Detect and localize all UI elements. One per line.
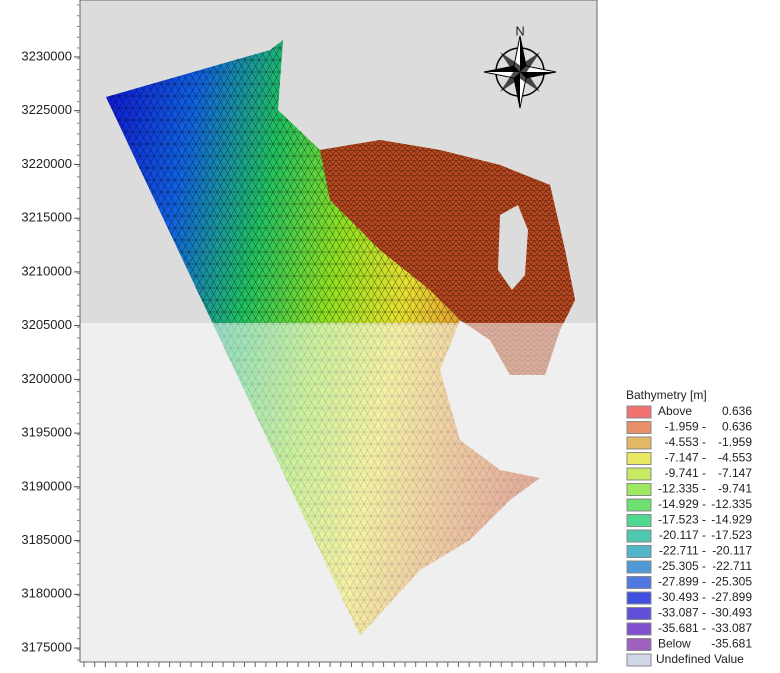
- y-tick-label: 3210000: [21, 263, 72, 278]
- legend-swatch: [627, 577, 651, 589]
- legend-label: -17.523 -: [658, 513, 706, 527]
- legend-label: -22.711 -: [659, 544, 706, 558]
- legend-label: -1.959 -: [665, 420, 706, 434]
- y-tick-label: 3185000: [21, 532, 72, 547]
- legend-label: -25.305 -: [658, 559, 706, 573]
- legend-swatch: [627, 515, 651, 527]
- legend-range: -4.553: [718, 451, 752, 465]
- legend-label: -9.741 -: [665, 466, 706, 480]
- legend-swatch: [627, 623, 651, 635]
- y-tick-label: 3195000: [21, 425, 72, 440]
- y-tick-label: 3200000: [21, 371, 72, 386]
- legend-swatch: [627, 592, 651, 604]
- legend-range: -20.117: [712, 544, 752, 558]
- legend-label: Below: [658, 637, 691, 651]
- legend-range: -7.147: [718, 466, 752, 480]
- legend-label: Above: [658, 404, 692, 418]
- legend-swatch: [627, 546, 651, 558]
- legend-swatch: [627, 561, 651, 573]
- legend-label: -4.553 -: [665, 435, 706, 449]
- legend-swatch: [627, 499, 651, 511]
- legend-swatch: [627, 530, 651, 542]
- legend-label: Undefined Value: [656, 652, 744, 666]
- legend-range: -9.741: [718, 482, 752, 496]
- legend-range: -25.305: [711, 575, 752, 589]
- y-tick-label: 3215000: [21, 210, 72, 225]
- legend-label: -27.899 -: [658, 575, 706, 589]
- legend-label: -14.929 -: [658, 497, 706, 511]
- legend-range: -30.493: [711, 606, 752, 620]
- legend-swatch: [627, 639, 651, 651]
- legend-title: Bathymetry [m]: [626, 388, 707, 402]
- legend-swatch: [627, 406, 651, 418]
- legend-swatch: [627, 484, 651, 496]
- y-tick-label: 3180000: [21, 586, 72, 601]
- y-tick-label: 3230000: [21, 48, 72, 63]
- legend-range: 0.636: [722, 420, 752, 434]
- y-tick-label: 3190000: [21, 478, 72, 493]
- y-tick-label: 3175000: [21, 639, 72, 654]
- legend-swatch: [627, 654, 651, 666]
- legend-label: -35.681 -: [658, 621, 706, 635]
- legend-swatch: [627, 608, 651, 620]
- legend-label: -30.493 -: [658, 590, 706, 604]
- page: N Bathymetry [m] Above 0.636 -1.959 - 0.636…: [0, 0, 780, 673]
- legend-swatch: [627, 453, 651, 465]
- legend-range: -1.959: [718, 435, 752, 449]
- compass-label: N: [515, 23, 524, 38]
- map-view: N Bathymetry [m] Above 0.636 -1.959 - 0.636…: [0, 0, 780, 673]
- legend-range: -12.335: [711, 497, 752, 511]
- legend-label: -12.335 -: [658, 482, 706, 496]
- y-tick-label: 3225000: [21, 102, 72, 117]
- legend-range: -17.523: [711, 528, 752, 542]
- legend-range: -35.681: [711, 637, 752, 651]
- legend-range: 0.636: [722, 404, 752, 418]
- legend-range: -33.087: [711, 621, 752, 635]
- legend-swatch: [627, 422, 651, 434]
- legend-range: -14.929: [711, 513, 752, 527]
- y-tick-label: 3220000: [21, 156, 72, 171]
- legend-label: -33.087 -: [658, 606, 706, 620]
- legend-label: -20.117 -: [659, 528, 706, 542]
- legend-swatch: [627, 468, 651, 480]
- y-tick-label: 3205000: [21, 317, 72, 332]
- legend-label: -7.147 -: [665, 451, 706, 465]
- legend-range: -27.899: [711, 590, 752, 604]
- legend-range: -22.711: [712, 559, 752, 573]
- legend-swatch: [627, 437, 651, 449]
